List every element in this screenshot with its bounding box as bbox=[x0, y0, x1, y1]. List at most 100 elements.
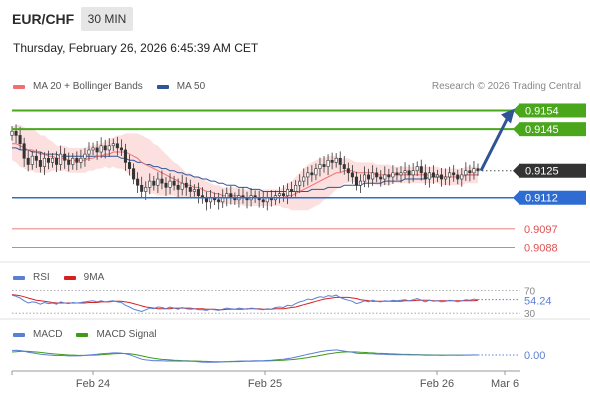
candle-body bbox=[334, 157, 338, 163]
candle-body bbox=[310, 172, 314, 176]
symbol-title: EUR/CHF bbox=[12, 11, 75, 27]
candle bbox=[415, 161, 419, 176]
level-label-box bbox=[519, 190, 586, 205]
candle-body bbox=[22, 143, 26, 159]
level-resistance: 0.9145 bbox=[12, 122, 586, 136]
candle bbox=[91, 142, 95, 156]
candle-body bbox=[119, 147, 123, 151]
candle-body bbox=[350, 172, 354, 178]
candle bbox=[180, 174, 184, 196]
candle-body bbox=[14, 130, 18, 136]
level-label: 0.9154 bbox=[525, 105, 559, 117]
candle bbox=[115, 136, 119, 156]
candle bbox=[38, 151, 42, 173]
candle-body bbox=[75, 157, 79, 163]
x-tick-label: Feb 25 bbox=[248, 378, 282, 390]
candle-body bbox=[363, 174, 367, 182]
candle bbox=[277, 186, 281, 204]
candle bbox=[290, 181, 294, 199]
candle bbox=[95, 141, 99, 160]
candle bbox=[326, 154, 330, 176]
candle bbox=[140, 176, 144, 198]
legend-swatch-9ma bbox=[63, 275, 76, 280]
legend-item-macd: MACD bbox=[13, 329, 62, 340]
candle bbox=[298, 174, 302, 193]
candle-body bbox=[172, 180, 176, 186]
candle-body bbox=[294, 184, 298, 192]
candle bbox=[75, 151, 79, 171]
candle bbox=[184, 177, 188, 196]
candle bbox=[367, 168, 371, 188]
level-label-pointer bbox=[513, 164, 519, 177]
candle bbox=[71, 153, 75, 170]
candle-body bbox=[164, 182, 168, 188]
legend-label-rsi: RSI bbox=[33, 272, 50, 283]
candle-body bbox=[391, 172, 395, 178]
candle-body bbox=[46, 157, 50, 163]
candle bbox=[314, 163, 318, 181]
candle-body bbox=[452, 172, 456, 176]
candle-body bbox=[10, 130, 14, 136]
candle bbox=[26, 150, 30, 172]
legend-swatch-ma50 bbox=[156, 84, 169, 89]
candle-body bbox=[132, 168, 136, 180]
candle-body bbox=[346, 168, 350, 174]
candle-body bbox=[371, 172, 375, 180]
candle bbox=[59, 145, 63, 171]
candle bbox=[34, 149, 38, 169]
candle-body bbox=[403, 170, 407, 174]
candle-body bbox=[281, 193, 286, 196]
macd-last-value: 0.00 bbox=[524, 350, 545, 362]
candle bbox=[460, 168, 464, 187]
candle-body bbox=[196, 189, 200, 196]
candle bbox=[423, 164, 427, 186]
candle bbox=[294, 180, 298, 197]
candle bbox=[79, 149, 83, 169]
candle bbox=[51, 153, 55, 168]
candle-body bbox=[415, 166, 419, 172]
candle-body bbox=[123, 149, 127, 163]
level-label-pointer bbox=[513, 123, 519, 136]
level-label-pointer bbox=[513, 191, 519, 204]
candle bbox=[338, 151, 342, 173]
candle-body bbox=[34, 155, 38, 161]
candle bbox=[456, 169, 460, 185]
timeframe-badge[interactable]: 30 MIN bbox=[81, 7, 133, 31]
candle-body bbox=[103, 145, 107, 151]
candle-body bbox=[144, 187, 148, 192]
candle bbox=[419, 159, 423, 181]
candle-body bbox=[322, 164, 326, 167]
candle bbox=[127, 154, 132, 176]
candle-body bbox=[51, 157, 55, 163]
candle bbox=[318, 157, 322, 177]
legend-swatch-macd-signal bbox=[76, 332, 89, 337]
candle bbox=[83, 148, 87, 167]
candle bbox=[119, 139, 123, 156]
candle-body bbox=[83, 153, 87, 159]
candle-body bbox=[379, 176, 383, 180]
candle-body bbox=[367, 174, 371, 180]
candle bbox=[87, 142, 91, 161]
candle-body bbox=[298, 180, 302, 186]
candle-body bbox=[42, 157, 46, 167]
candle-body bbox=[148, 180, 152, 188]
legend-item-macd-signal: MACD Signal bbox=[76, 329, 156, 340]
candle bbox=[350, 165, 354, 184]
candle-body bbox=[217, 199, 221, 203]
level-label: 0.9097 bbox=[524, 224, 558, 236]
candle bbox=[358, 174, 363, 193]
candle bbox=[156, 172, 160, 193]
candle bbox=[330, 152, 334, 170]
candle bbox=[136, 172, 140, 193]
candle bbox=[472, 160, 476, 180]
candle bbox=[55, 151, 59, 173]
legend-swatch-rsi bbox=[13, 275, 25, 280]
candle bbox=[468, 164, 472, 182]
candle bbox=[103, 139, 107, 159]
candle bbox=[42, 152, 46, 176]
level-label-box bbox=[519, 103, 586, 118]
candle bbox=[399, 165, 403, 183]
candle-body bbox=[290, 189, 294, 192]
